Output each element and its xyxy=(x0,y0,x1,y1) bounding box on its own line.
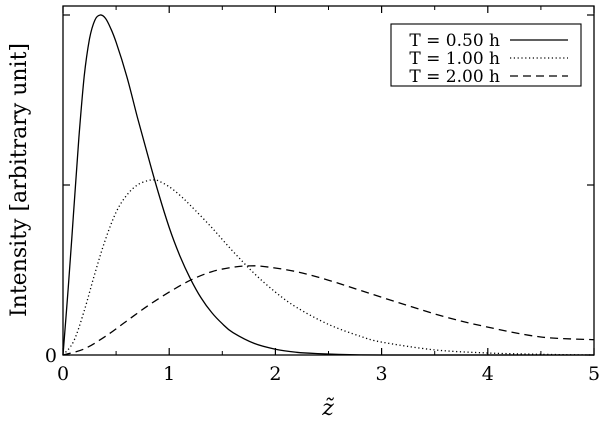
x-tick-label: 1 xyxy=(163,363,175,385)
legend: T = 0.50 hT = 1.00 hT = 2.00 h xyxy=(390,23,582,87)
legend-label: T = 0.50 h xyxy=(409,31,500,51)
legend-label: T = 1.00 h xyxy=(409,49,500,69)
legend-label: T = 2.00 h xyxy=(409,67,500,87)
x-tick-label: 4 xyxy=(482,363,494,385)
y-axis-label: Intensity [arbitrary unit] xyxy=(7,43,32,317)
x-tick-label: 3 xyxy=(376,363,388,385)
x-tick-label: 0 xyxy=(57,363,69,385)
series-layer xyxy=(62,14,595,356)
x-tick-label: 2 xyxy=(269,363,281,385)
series-line-1 xyxy=(62,14,594,356)
series-line-2 xyxy=(62,179,595,356)
y-tick-label: 0 xyxy=(45,345,57,367)
x-axis-label: z̃ xyxy=(321,396,334,421)
series-line-3 xyxy=(62,265,595,356)
x-tick-label: 5 xyxy=(588,363,600,385)
axis-tick-labels: 0 1 2 3 4 5 0 xyxy=(45,345,600,385)
